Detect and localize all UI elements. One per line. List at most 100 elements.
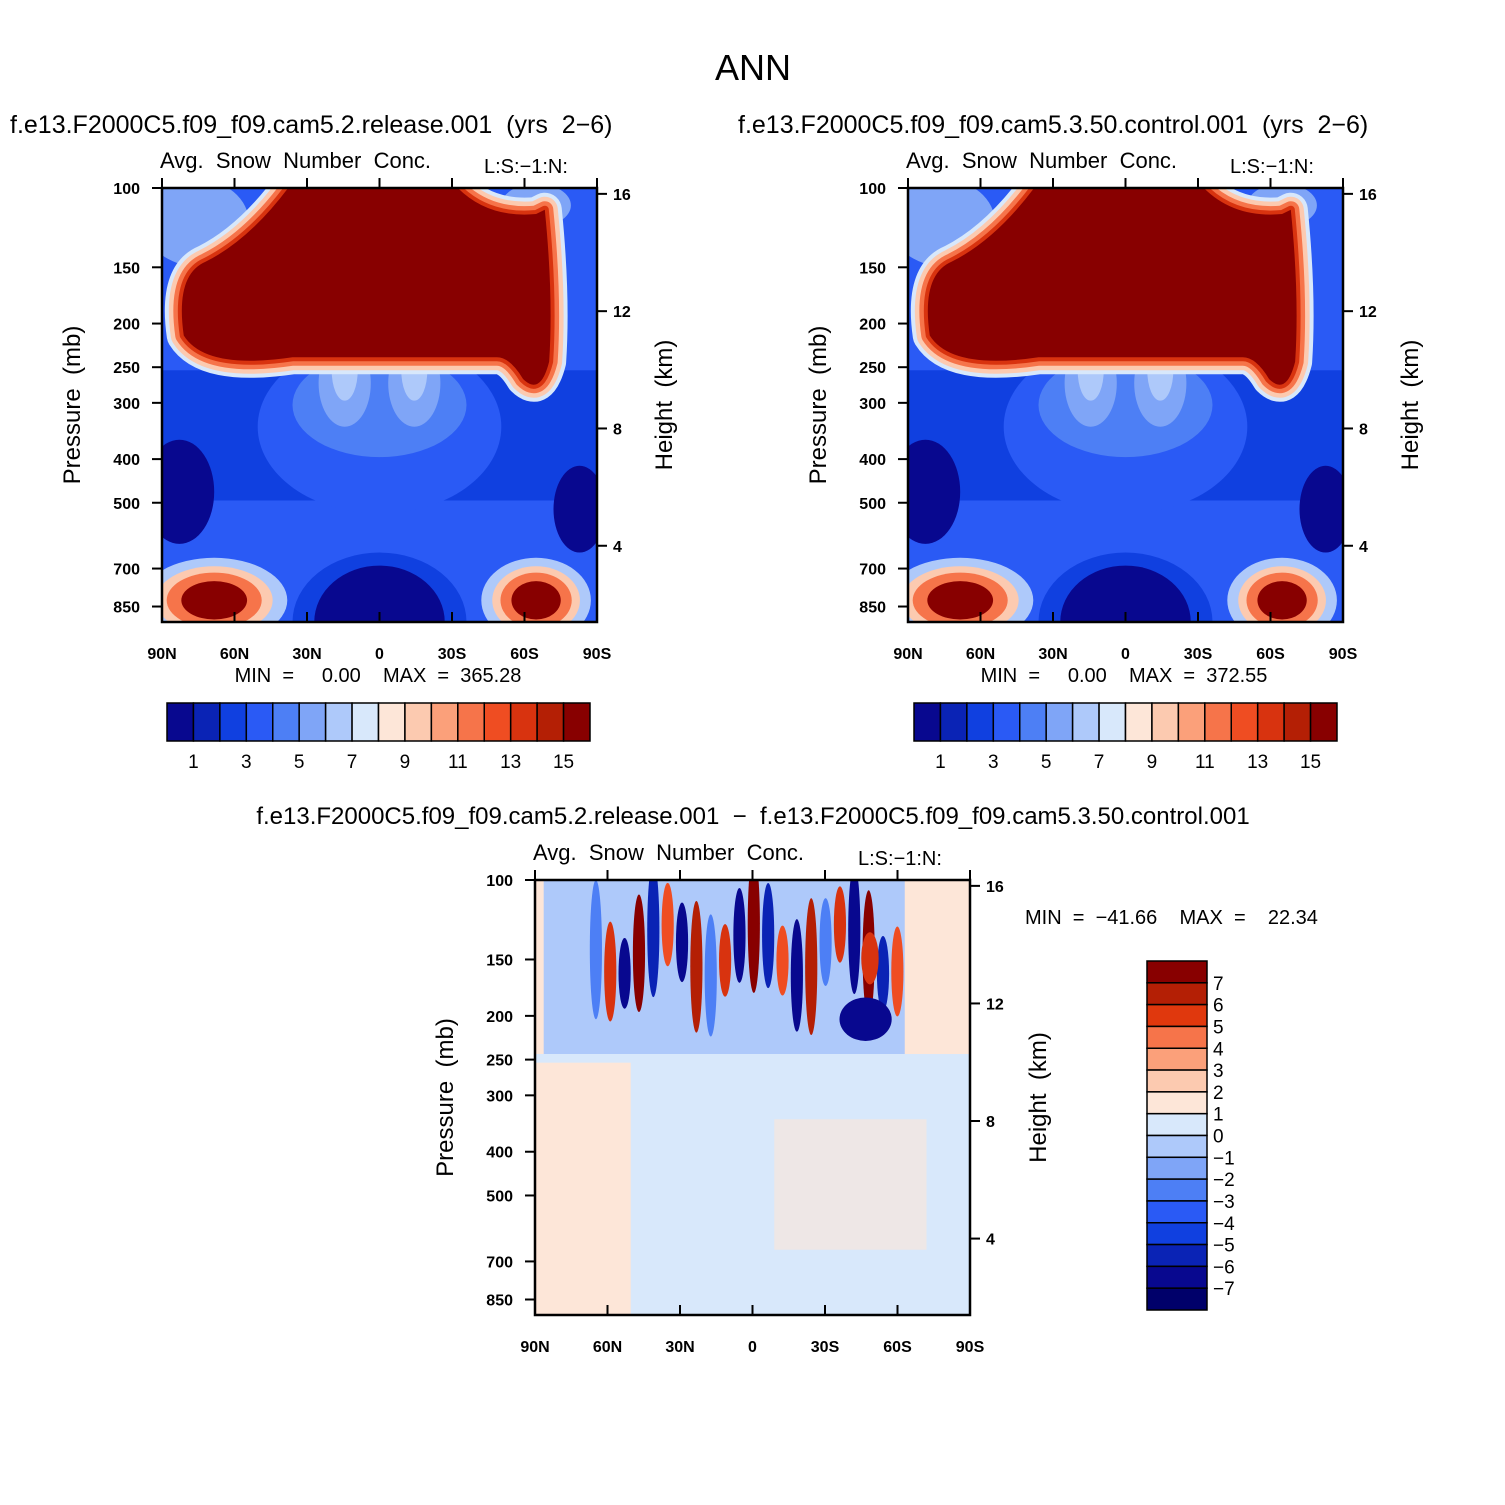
colorbar-box (1098, 702, 1127, 742)
y2-axis-label: Height (km) (651, 340, 678, 471)
colorbar-box (1045, 702, 1074, 742)
x-tick-label: 60S (510, 646, 539, 663)
field-shape (162, 439, 215, 544)
x-tick-label: 0 (375, 646, 384, 663)
field-shape (848, 880, 861, 995)
colorbar-label: 1 (1213, 1105, 1224, 1126)
field-shape (908, 439, 961, 544)
colorbar-box (1146, 960, 1208, 984)
field-shape (553, 465, 597, 553)
y-tick-label: 150 (859, 260, 886, 277)
colorbar-box (1146, 1003, 1208, 1028)
x-tick-label: 60N (220, 646, 249, 663)
colorbar-box (1146, 1265, 1208, 1289)
colorbar-label: −3 (1213, 1192, 1235, 1213)
y2-tick-label: 8 (986, 1114, 995, 1131)
y-axis-label: Pressure (mb) (59, 326, 86, 485)
y2-tick-label: 12 (986, 996, 1004, 1013)
side-label: L:S:−1:N: (858, 848, 942, 870)
y-tick-label: 250 (486, 1053, 513, 1070)
x-tick-label: 60S (883, 1339, 912, 1356)
y2-tick-label: 4 (1359, 539, 1368, 556)
colorbar-box (1146, 1134, 1208, 1159)
contour-field (162, 188, 597, 622)
y-tick-label: 300 (113, 396, 140, 413)
y-tick-label: 150 (486, 952, 513, 969)
colorbar-box (1146, 1243, 1208, 1268)
colorbar-box (1146, 1222, 1208, 1246)
field-shape (891, 926, 904, 1017)
colorbar-box (192, 702, 221, 742)
colorbar-box (219, 702, 248, 742)
colorbar-box (1146, 1287, 1208, 1311)
colorbar-box (483, 702, 512, 742)
field-shape (747, 880, 760, 993)
y2-tick-label: 16 (1359, 187, 1377, 204)
y-tick-label: 300 (486, 1088, 513, 1105)
colorbar-label: 15 (1300, 752, 1321, 773)
colorbar-label: 15 (553, 752, 574, 773)
colorbar-label: 11 (448, 752, 468, 773)
x-tick-label: 0 (748, 1339, 757, 1356)
field-shape (181, 581, 248, 620)
field-shape (927, 188, 1297, 385)
panel-subtitle: Avg. Snow Number Conc. (906, 148, 1177, 173)
colorbar-box (1146, 1069, 1208, 1093)
colorbar-label: 5 (294, 752, 305, 773)
y-tick-label: 300 (859, 396, 886, 413)
field-shape (1257, 581, 1307, 620)
y2-tick-label: 16 (986, 879, 1004, 896)
colorbar-label: 5 (1041, 752, 1052, 773)
colorbar-box (1146, 1178, 1208, 1202)
y-tick-label: 700 (113, 562, 140, 579)
y2-axis-label: Height (km) (1025, 1032, 1052, 1163)
y-axis-label: Pressure (mb) (805, 326, 832, 485)
field-shape (535, 1062, 631, 1315)
y-tick-label: 850 (113, 600, 140, 617)
y-tick-label: 200 (113, 317, 140, 334)
contour-field (535, 880, 970, 1315)
y-tick-label: 850 (859, 600, 886, 617)
y-tick-label: 100 (113, 181, 140, 198)
y-tick-label: 150 (113, 260, 140, 277)
colorbar-box (536, 702, 565, 742)
colorbar-label: −5 (1213, 1236, 1235, 1257)
colorbar-label: 9 (1147, 752, 1158, 773)
colorbar-label: 3 (988, 752, 999, 773)
field-shape (833, 886, 847, 963)
colorbar-box (992, 702, 1021, 742)
field-shape (1299, 465, 1343, 553)
colorbar-box (1146, 1112, 1208, 1137)
colorbar-box (272, 702, 300, 742)
field-shape (589, 880, 602, 1020)
figure-title: ANN (715, 47, 791, 88)
field-shape (1060, 565, 1191, 622)
colorbar-box (913, 702, 942, 742)
colorbar-label: −4 (1213, 1214, 1235, 1235)
y-tick-label: 700 (486, 1254, 513, 1271)
colorbar-box (166, 702, 195, 742)
colorbar-box (1230, 702, 1259, 742)
y-tick-label: 500 (859, 496, 886, 513)
colorbar-box (1146, 1200, 1208, 1224)
y-tick-label: 500 (486, 1188, 513, 1205)
min-max-stats: MIN = −41.66 MAX = 22.34 (1025, 907, 1318, 929)
colorbar-box (430, 702, 459, 742)
colorbar-label: −1 (1213, 1148, 1235, 1169)
y-tick-label: 500 (113, 496, 140, 513)
diff-title: f.e13.F2000C5.f09_f09.cam5.2.release.001… (256, 803, 1249, 830)
field-shape (604, 921, 617, 1022)
x-tick-label: 90N (893, 646, 922, 663)
x-tick-label: 30N (665, 1339, 694, 1356)
y2-axis-label: Height (km) (1397, 340, 1424, 471)
field-shape (876, 935, 890, 1011)
y2-tick-label: 16 (613, 187, 631, 204)
y2-tick-label: 12 (613, 304, 631, 321)
panel-subtitle: Avg. Snow Number Conc. (533, 840, 804, 865)
min-max-stats: MIN = 0.00 MAX = 365.28 (235, 665, 522, 687)
y-tick-label: 100 (859, 181, 886, 198)
colorbar-label: 9 (400, 752, 411, 773)
colorbar-label: 7 (1094, 752, 1105, 773)
colorbar-label: −7 (1213, 1279, 1235, 1300)
colorbar-label: 3 (1213, 1061, 1224, 1082)
